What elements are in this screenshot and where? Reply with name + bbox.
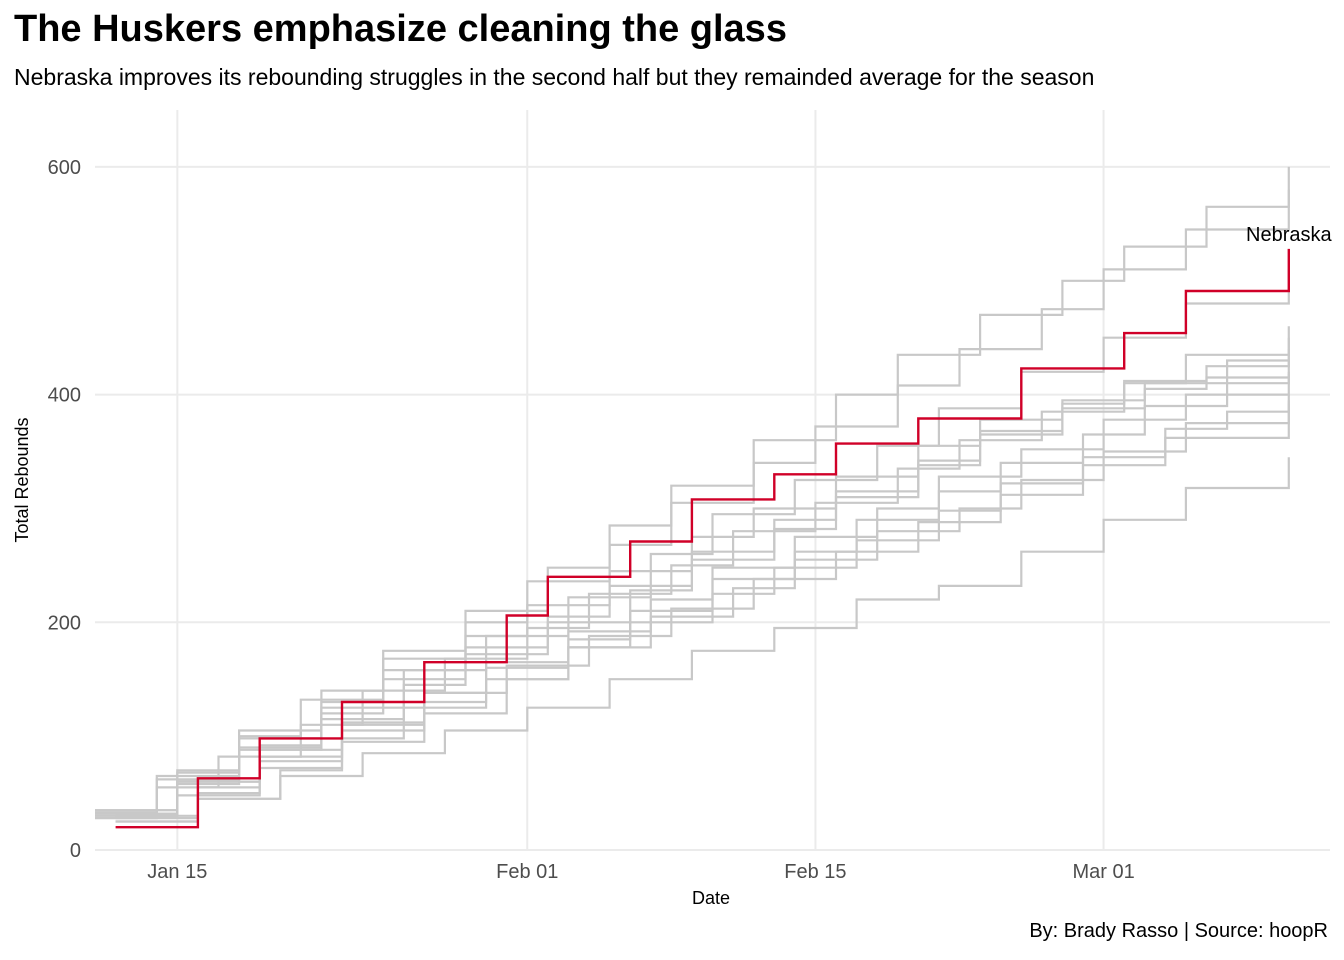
- chart-caption: By: Brady Rasso | Source: hoopR: [1029, 920, 1328, 942]
- team-rebound-line: [115, 394, 1290, 820]
- chart-subtitle: Nebraska improves its rebounding struggl…: [14, 64, 1095, 90]
- x-tick-label: Feb 15: [784, 861, 846, 883]
- axes: 0 200 400 600 Jan 15 Feb 01 Feb 15 Mar 01: [48, 157, 1135, 883]
- y-tick-label: 0: [70, 840, 81, 862]
- y-axis-title: Total Rebounds: [12, 417, 32, 542]
- team-rebound-line: [95, 403, 1290, 815]
- x-tick-label: Mar 01: [1072, 861, 1134, 883]
- y-tick-label: 200: [48, 612, 81, 634]
- team-rebound-line: [115, 374, 1290, 817]
- x-tick-label: Jan 15: [147, 861, 207, 883]
- chart-title: The Huskers emphasize cleaning the glass: [14, 8, 787, 50]
- nebraska-rebound-line: [115, 248, 1290, 829]
- team-rebound-line: [95, 166, 1290, 812]
- other-teams-lines: [95, 166, 1290, 823]
- team-rebound-line: [115, 360, 1290, 823]
- team-rebound-line: [95, 326, 1290, 820]
- nebraska-line-group: [115, 248, 1290, 829]
- x-tick-label: Feb 01: [496, 861, 558, 883]
- team-rebound-line: [115, 457, 1290, 823]
- y-tick-label: 600: [48, 157, 81, 179]
- x-axis-title: Date: [692, 888, 730, 908]
- y-tick-label: 400: [48, 385, 81, 407]
- team-rebound-line: [95, 349, 1290, 814]
- nebraska-label: Nebraska: [1246, 224, 1332, 246]
